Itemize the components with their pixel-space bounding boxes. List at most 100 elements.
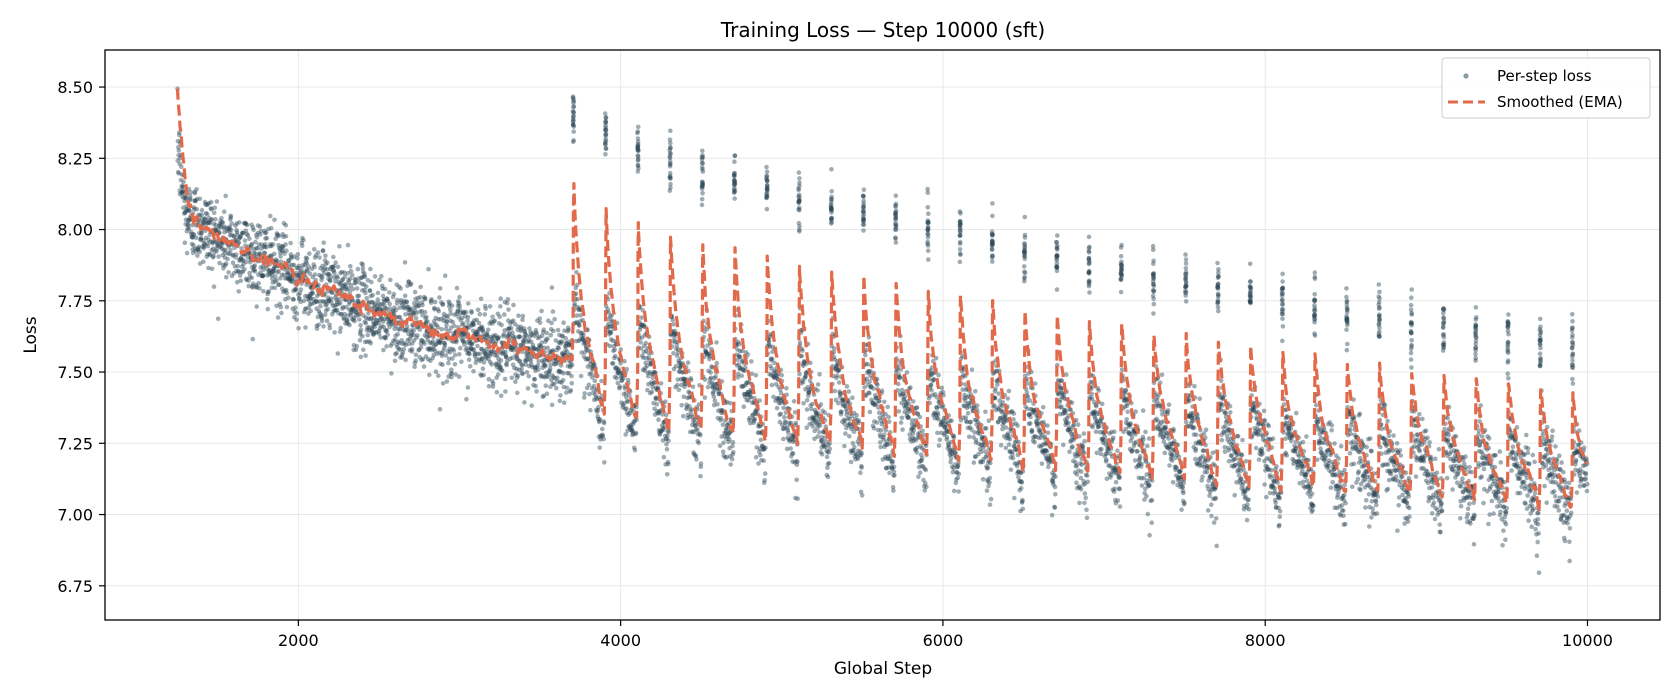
scatter-point bbox=[515, 373, 521, 379]
scatter-point bbox=[176, 153, 181, 158]
scatter-point bbox=[262, 230, 268, 236]
scatter-point bbox=[281, 272, 287, 278]
scatter-point bbox=[603, 132, 608, 137]
scatter-point bbox=[561, 370, 566, 376]
scatter-point bbox=[764, 164, 769, 170]
scatter-point bbox=[926, 220, 931, 225]
scatter-point bbox=[295, 265, 301, 271]
scatter-point bbox=[279, 248, 285, 253]
scatter-point bbox=[293, 270, 299, 276]
scatter-point bbox=[286, 258, 291, 264]
scatter-point bbox=[891, 464, 897, 470]
scatter-point bbox=[214, 199, 220, 204]
scatter-point bbox=[951, 488, 957, 494]
scatter-point bbox=[1275, 480, 1280, 485]
scatter-point bbox=[874, 420, 880, 425]
scatter-point bbox=[301, 298, 307, 304]
scatter-point bbox=[670, 317, 675, 323]
scatter-point bbox=[826, 460, 832, 466]
scatter-point bbox=[668, 185, 673, 190]
scatter-point bbox=[193, 248, 199, 254]
scatter-point bbox=[383, 328, 389, 334]
scatter-point bbox=[351, 317, 356, 323]
scatter-point bbox=[417, 347, 422, 352]
scatter-point bbox=[377, 277, 382, 283]
scatter-point bbox=[397, 305, 402, 311]
scatter-point bbox=[317, 255, 322, 260]
scatter-point bbox=[432, 299, 438, 305]
scatter-point bbox=[299, 266, 304, 271]
scatter-point bbox=[286, 295, 291, 301]
scatter-point bbox=[255, 245, 260, 251]
scatter-point bbox=[348, 311, 353, 316]
scatter-point bbox=[639, 315, 644, 320]
scatter-point bbox=[283, 223, 289, 228]
scatter-point bbox=[199, 207, 205, 213]
scatter-point bbox=[1247, 279, 1253, 284]
scatter-point bbox=[1266, 423, 1272, 429]
scatter-point bbox=[1192, 384, 1197, 389]
scatter-point bbox=[1213, 495, 1219, 501]
scatter-point bbox=[376, 328, 382, 334]
scatter-point bbox=[245, 255, 250, 260]
scatter-point bbox=[839, 409, 844, 415]
scatter-point bbox=[545, 345, 550, 351]
scatter-point bbox=[402, 293, 408, 299]
scatter-point bbox=[322, 312, 328, 318]
scatter-point bbox=[398, 298, 404, 303]
scatter-point bbox=[374, 317, 379, 323]
scatter-point bbox=[255, 223, 261, 228]
scatter-point bbox=[409, 328, 414, 333]
scatter-point bbox=[795, 496, 800, 502]
scatter-point bbox=[259, 242, 265, 247]
scatter-point bbox=[396, 346, 402, 352]
scatter-point bbox=[296, 296, 302, 302]
scatter-point bbox=[270, 269, 276, 275]
scatter-point bbox=[549, 320, 554, 326]
scatter-point bbox=[1235, 434, 1241, 439]
scatter-point bbox=[190, 247, 195, 252]
scatter-point bbox=[186, 226, 192, 231]
scatter-point bbox=[279, 272, 285, 278]
scatter-point bbox=[1213, 516, 1219, 521]
scatter-point bbox=[384, 306, 389, 311]
scatter-point bbox=[405, 304, 411, 310]
scatter-point bbox=[202, 216, 208, 221]
scatter-point bbox=[215, 243, 220, 248]
scatter-point bbox=[1018, 485, 1024, 491]
scatter-point bbox=[711, 394, 717, 400]
scatter-point bbox=[1028, 421, 1033, 426]
scatter-point bbox=[446, 360, 451, 366]
scatter-point bbox=[285, 272, 291, 277]
scatter-point bbox=[410, 341, 415, 346]
scatter-point bbox=[1118, 245, 1124, 250]
scatter-point bbox=[234, 221, 240, 226]
scatter-point bbox=[307, 293, 312, 299]
scatter-point bbox=[1150, 272, 1156, 277]
scatter-point bbox=[206, 200, 212, 206]
scatter-point bbox=[279, 310, 284, 316]
scatter-point bbox=[577, 323, 582, 328]
scatter-point bbox=[189, 241, 195, 247]
scatter-point bbox=[238, 256, 244, 261]
scatter-point bbox=[867, 390, 872, 396]
scatter-point bbox=[1020, 506, 1026, 512]
scatter-point bbox=[274, 277, 279, 283]
scatter-point bbox=[325, 306, 331, 312]
scatter-point bbox=[249, 242, 254, 248]
scatter-point bbox=[315, 250, 321, 255]
scatter-point bbox=[352, 276, 358, 282]
scatter-point bbox=[731, 190, 737, 195]
scatter-point bbox=[256, 242, 262, 247]
scatter-point bbox=[266, 289, 272, 294]
scatter-point bbox=[1205, 508, 1211, 513]
scatter-point bbox=[367, 288, 373, 293]
scatter-point bbox=[288, 240, 293, 246]
scatter-point bbox=[269, 276, 275, 281]
scatter-point bbox=[261, 267, 266, 272]
scatter-point bbox=[257, 286, 262, 291]
scatter-point bbox=[310, 291, 316, 296]
scatter-point bbox=[390, 322, 395, 328]
scatter-point bbox=[349, 316, 355, 322]
scatter-point bbox=[1118, 253, 1124, 259]
